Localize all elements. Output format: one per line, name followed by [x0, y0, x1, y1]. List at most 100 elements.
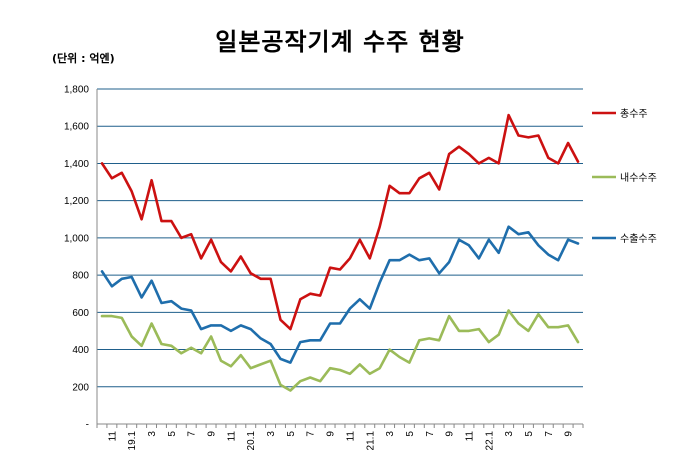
data-point	[309, 292, 312, 295]
x-tick-label: 3	[504, 431, 515, 437]
data-point	[448, 261, 450, 263]
x-tick-label: 7	[544, 431, 555, 437]
data-point	[359, 238, 361, 241]
data-point	[359, 298, 361, 301]
series-line-0	[100, 113, 580, 331]
data-point	[428, 337, 431, 340]
data-point	[378, 367, 381, 369]
data-point	[567, 142, 569, 144]
data-point	[339, 322, 341, 325]
x-tick-label: 9	[326, 431, 337, 437]
x-tick-label: 20.1	[246, 431, 257, 451]
data-point	[359, 363, 361, 366]
data-point	[388, 348, 391, 351]
data-point	[120, 317, 123, 319]
data-point	[537, 134, 540, 137]
x-tick-label: 5	[167, 431, 178, 437]
data-point	[478, 257, 480, 260]
data-point	[120, 171, 123, 174]
data-point	[378, 225, 381, 228]
data-point	[329, 322, 331, 325]
data-point	[349, 257, 351, 260]
data-point	[438, 339, 440, 342]
data-point	[190, 233, 193, 235]
data-point	[547, 326, 550, 329]
chart-title: 일본공작기계 수주 현황	[215, 28, 465, 56]
x-tick-label: 22.1	[484, 431, 495, 451]
data-point	[378, 281, 381, 284]
data-point	[438, 272, 440, 275]
gridlines	[97, 88, 583, 388]
data-point	[269, 278, 272, 280]
data-point	[418, 339, 421, 342]
data-point	[170, 345, 173, 347]
data-point	[230, 365, 232, 368]
data-point	[130, 335, 133, 338]
x-tick-label: 7	[187, 431, 198, 437]
data-point	[230, 330, 232, 332]
x-tick-label: 5	[405, 431, 416, 437]
data-point	[269, 359, 272, 362]
data-point	[458, 145, 460, 148]
data-point	[190, 346, 193, 349]
data-point	[527, 231, 530, 234]
data-point	[458, 330, 460, 332]
data-point	[279, 384, 282, 386]
data-point	[339, 268, 341, 271]
data-point	[527, 136, 530, 139]
data-point	[180, 352, 183, 355]
data-point	[487, 157, 490, 159]
data-point	[468, 244, 470, 247]
x-tick-label: 5	[286, 431, 297, 437]
data-point	[329, 367, 331, 369]
data-point	[200, 352, 202, 355]
data-point	[259, 363, 262, 366]
data-point	[111, 285, 113, 288]
data-point	[309, 339, 312, 342]
data-point	[210, 335, 212, 338]
data-point	[259, 278, 262, 280]
data-point	[309, 376, 312, 379]
data-point	[101, 162, 103, 165]
data-point	[368, 372, 371, 375]
data-point	[557, 259, 560, 262]
data-point	[289, 389, 292, 392]
data-point	[517, 233, 520, 235]
data-point	[398, 356, 401, 358]
x-tick-label: 9	[445, 431, 456, 437]
data-point	[349, 307, 351, 310]
data-point	[547, 253, 550, 256]
data-point	[240, 354, 242, 356]
y-tick-label: 1,600	[64, 122, 89, 133]
x-tick-label: 11	[345, 431, 356, 442]
y-tick-label: 600	[72, 308, 89, 319]
x-tick-label: 7	[306, 431, 317, 437]
y-tick-label: 1,000	[64, 233, 89, 244]
data-point	[299, 341, 302, 343]
data-point	[478, 328, 480, 330]
y-tick-label: -	[86, 420, 89, 431]
x-tick-label: 11	[464, 431, 475, 442]
x-tick-label: 3	[147, 431, 158, 437]
data-point	[557, 162, 560, 165]
series-line-2	[100, 225, 580, 364]
data-point	[497, 333, 500, 336]
data-point	[577, 242, 579, 245]
unit-label: (단위 : 억엔)	[52, 52, 115, 65]
data-point	[438, 188, 440, 191]
data-point	[418, 259, 421, 262]
data-point	[468, 153, 470, 155]
x-tick-label: 3	[266, 431, 277, 437]
data-point	[130, 190, 133, 193]
x-tick-label: 9	[564, 431, 575, 437]
data-point	[577, 160, 579, 163]
y-tick-label: 1,400	[64, 159, 89, 170]
data-point	[487, 341, 490, 343]
data-point	[220, 359, 222, 362]
data-point	[210, 324, 212, 327]
data-point	[200, 328, 202, 330]
data-point	[111, 177, 113, 180]
data-point	[388, 259, 391, 262]
data-point	[180, 237, 183, 239]
